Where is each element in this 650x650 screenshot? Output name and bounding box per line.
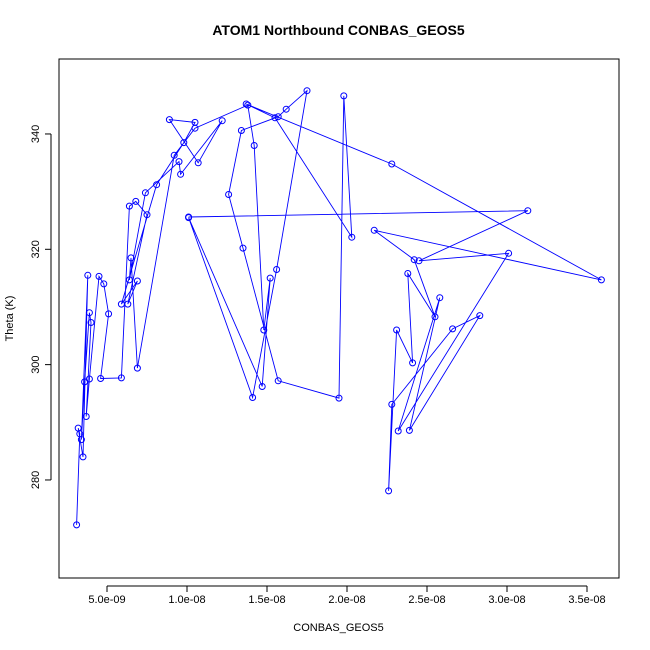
- data-point: [258, 383, 266, 390]
- data-point: [237, 127, 245, 134]
- data-point: [250, 142, 258, 149]
- plot-frame: [58, 58, 620, 579]
- data-point: [436, 294, 444, 302]
- data-point: [132, 197, 140, 205]
- axes: 5.0e-09 1.0e-08 1.5e-08 2.0e-08 2.5e-08 3.0e-…: [30, 125, 606, 606]
- data-point: [348, 233, 356, 241]
- data-point: [191, 124, 199, 132]
- data-point: [370, 226, 378, 234]
- data-point: [117, 300, 125, 308]
- data-point: [260, 326, 268, 334]
- data-point: [127, 254, 135, 262]
- data-point: [449, 325, 457, 333]
- data-point: [177, 170, 185, 178]
- data-point: [405, 426, 413, 434]
- chart-title: ATOM1 Northbound CONBAS_GEOS5: [212, 22, 464, 38]
- data-point: [388, 160, 396, 168]
- data-point: [125, 202, 133, 210]
- data-point: [79, 453, 87, 461]
- data-point: [73, 521, 81, 529]
- y-axis-label: Theta (K): [4, 296, 16, 342]
- data-point: [394, 427, 402, 435]
- data-point: [274, 113, 282, 121]
- data-point: [274, 377, 282, 385]
- data-point: [266, 274, 274, 282]
- data-point: [95, 272, 103, 280]
- series-lines: [76, 89, 602, 525]
- data-point: [225, 191, 233, 198]
- data-point: [242, 100, 250, 108]
- data-point: [77, 436, 85, 444]
- y-tick-label: 320: [30, 240, 42, 258]
- data-point: [218, 117, 226, 125]
- data-point: [249, 394, 257, 401]
- data-point: [85, 375, 93, 383]
- y-tick-label: 300: [30, 355, 42, 373]
- data-point: [303, 87, 311, 95]
- data-point: [97, 375, 105, 382]
- data-point: [84, 271, 92, 279]
- data-point: [273, 266, 281, 273]
- series-points: [73, 87, 605, 529]
- data-point: [87, 319, 95, 326]
- data-point: [505, 249, 513, 257]
- data-point: [125, 276, 133, 284]
- data-point: [524, 207, 532, 215]
- data-point: [388, 400, 396, 408]
- x-tick-label: 5.0e-09: [88, 594, 125, 606]
- data-point: [85, 309, 93, 317]
- data-point: [385, 487, 393, 495]
- y-tick-label: 340: [30, 125, 42, 143]
- data-point: [271, 114, 279, 122]
- data-point: [105, 310, 113, 318]
- x-tick-label: 2.5e-08: [408, 594, 445, 606]
- data-point: [74, 424, 82, 432]
- data-point: [165, 116, 173, 124]
- data-point: [133, 277, 141, 285]
- data-point: [415, 257, 423, 265]
- x-tick-label: 2.0e-08: [328, 594, 365, 606]
- data-point: [117, 374, 125, 382]
- x-tick-label: 1.5e-08: [248, 594, 285, 606]
- x-tick-label: 3.5e-08: [568, 594, 605, 606]
- data-point: [194, 159, 202, 167]
- x-axis-label: CONBAS_GEOS5: [293, 622, 383, 634]
- data-point: [82, 413, 90, 420]
- data-point: [141, 189, 149, 197]
- data-point: [244, 101, 252, 109]
- x-tick-label: 1.0e-08: [168, 594, 205, 606]
- data-point: [239, 244, 247, 252]
- data-point: [143, 211, 151, 219]
- data-point: [153, 181, 161, 189]
- data-point: [409, 359, 417, 367]
- data-point: [180, 139, 188, 147]
- y-tick-label: 280: [30, 471, 42, 489]
- data-point: [282, 105, 290, 113]
- data-point: [431, 313, 439, 321]
- data-point: [393, 326, 401, 334]
- data-point: [597, 276, 605, 284]
- data-point: [133, 364, 141, 372]
- data-point: [410, 256, 418, 264]
- data-point: [335, 394, 343, 402]
- data-point: [404, 270, 412, 277]
- data-point: [175, 158, 183, 166]
- data-point: [170, 151, 178, 159]
- x-tick-label: 3.0e-08: [488, 594, 525, 606]
- data-point: [100, 280, 108, 288]
- data-point: [185, 213, 193, 221]
- data-point: [340, 92, 348, 100]
- series-line: [76, 89, 602, 525]
- data-point: [476, 312, 484, 320]
